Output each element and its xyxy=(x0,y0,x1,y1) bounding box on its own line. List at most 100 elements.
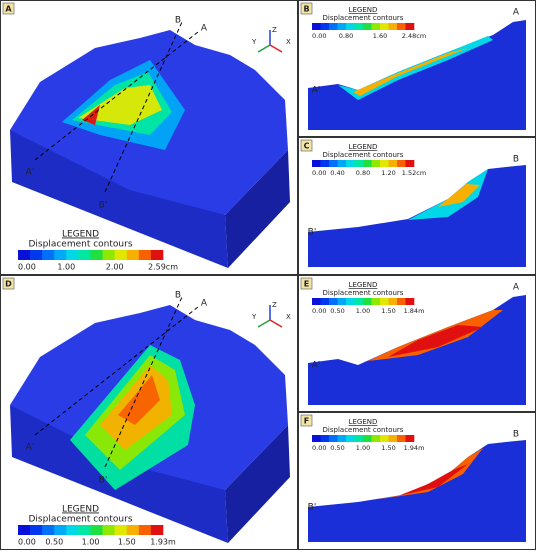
legend-color xyxy=(354,298,364,305)
section-label: B xyxy=(175,16,181,26)
displacement-contour xyxy=(398,464,468,496)
legend-color xyxy=(346,23,355,30)
panel-label-box xyxy=(2,2,15,15)
legend-color xyxy=(380,160,389,167)
section-label: B xyxy=(513,430,519,440)
legend-subtitle: Displacement contours xyxy=(323,289,404,297)
legend-subtitle: Displacement contours xyxy=(28,515,132,525)
legend-color xyxy=(90,525,103,535)
legend-color xyxy=(150,250,164,260)
legend-color xyxy=(405,23,415,30)
legend-tick-label: 0.00 xyxy=(312,444,326,452)
legend-title: LEGEND xyxy=(349,143,378,151)
legend-color xyxy=(354,160,364,167)
legend-color xyxy=(405,435,415,442)
legend-color xyxy=(320,298,330,305)
legend-color xyxy=(18,250,31,260)
legend-tick-label: 1.50 xyxy=(381,444,395,452)
legend-color xyxy=(78,250,91,260)
legend-tick-label: 0.40 xyxy=(330,169,344,177)
section-label: A xyxy=(201,299,208,309)
section-label: B xyxy=(175,291,181,301)
panel-label-box xyxy=(2,277,15,290)
legend-tick-label: 0.00 xyxy=(18,263,36,272)
legend-tick-label: 1.93m xyxy=(150,538,176,547)
section-label: A xyxy=(513,283,520,293)
section-line-b xyxy=(104,296,183,468)
panel-label: C xyxy=(304,142,310,151)
legend-color xyxy=(42,525,55,535)
axis-arrow xyxy=(269,319,283,328)
legend-tick-label: 1.50 xyxy=(381,307,395,315)
legend-color xyxy=(371,435,381,442)
legend-color xyxy=(329,435,338,442)
legend-color xyxy=(18,525,31,535)
legend-color xyxy=(397,23,406,30)
section-label: B' xyxy=(99,476,108,486)
legend-subtitle: Displacement contours xyxy=(28,240,132,250)
legend-color xyxy=(320,435,330,442)
axis-label: X xyxy=(286,313,291,321)
block-left-face xyxy=(10,130,228,268)
legend-tick-label: 1.00 xyxy=(356,444,370,452)
legend-color xyxy=(66,250,79,260)
legend-color xyxy=(126,250,140,260)
legend-color xyxy=(138,250,152,260)
legend-tick-label: 2.48cm xyxy=(402,32,426,40)
legend-color xyxy=(42,250,55,260)
legend-color xyxy=(102,250,115,260)
axis-label: Y xyxy=(251,38,257,46)
legend-tick-label: 0.80 xyxy=(339,32,353,40)
displacement-contour xyxy=(373,448,483,500)
legend-tick-label: 1.52cm xyxy=(402,169,426,177)
legend-color xyxy=(30,250,43,260)
legend-title: LEGEND xyxy=(349,281,378,289)
legend-color xyxy=(320,160,330,167)
section-label: B' xyxy=(308,503,317,513)
legend-tick-label: 1.00 xyxy=(57,263,75,272)
legend-color xyxy=(388,435,398,442)
displacement-contour xyxy=(353,48,468,96)
legend-subtitle: Displacement contours xyxy=(323,426,404,434)
legend-tick-label: 0.50 xyxy=(45,538,63,547)
legend-color xyxy=(337,298,347,305)
legend-tick-label: 2.00 xyxy=(106,263,124,272)
section-label: A' xyxy=(26,168,35,178)
legend-color xyxy=(138,525,152,535)
panel-label-box xyxy=(300,414,313,427)
legend-title: LEGEND xyxy=(62,230,99,240)
legend-color xyxy=(114,525,128,535)
legend-color xyxy=(346,160,355,167)
legend-color xyxy=(329,160,338,167)
legend-color xyxy=(114,250,128,260)
displacement-contour xyxy=(118,375,160,425)
legend-color xyxy=(397,298,406,305)
legend-subtitle: Displacement contours xyxy=(323,14,404,22)
section-label: B' xyxy=(99,201,108,211)
section-label: B' xyxy=(308,228,317,238)
legend-color xyxy=(354,435,364,442)
legend-subtitle: Displacement contours xyxy=(323,151,404,159)
legend-color xyxy=(388,298,398,305)
legend-color xyxy=(312,298,321,305)
section-label: B xyxy=(513,155,519,165)
panel-label-box xyxy=(300,277,313,290)
legend-tick-label: 1.00 xyxy=(82,538,100,547)
block-right-face xyxy=(225,425,290,543)
section-label: A xyxy=(201,24,208,34)
legend-color xyxy=(30,525,43,535)
legend-tick-label: 1.20 xyxy=(381,169,395,177)
displacement-contour xyxy=(408,169,488,220)
legend-color xyxy=(329,298,338,305)
legend-color xyxy=(388,23,398,30)
panel-label-box xyxy=(300,2,313,15)
legend-color xyxy=(346,435,355,442)
axis-label: X xyxy=(286,38,291,46)
legend-color xyxy=(337,435,347,442)
legend-tick-label: 0.80 xyxy=(356,169,370,177)
legend-color xyxy=(380,298,389,305)
legend-tick-label: 0.50 xyxy=(330,444,344,452)
